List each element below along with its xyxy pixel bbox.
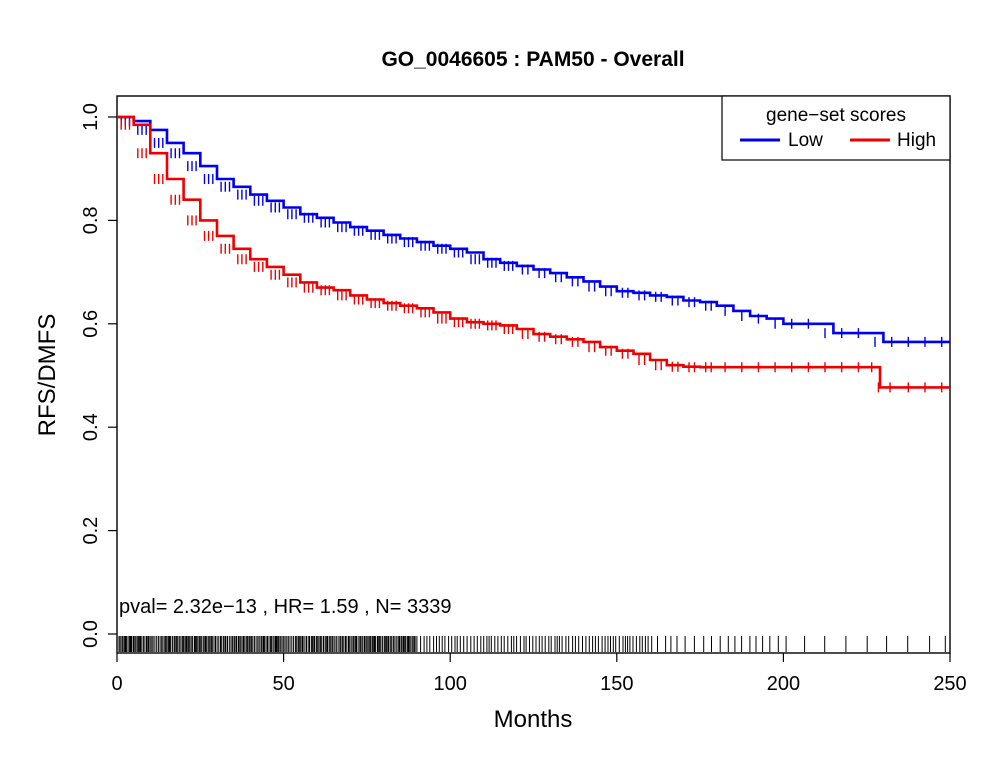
censor-rug-ticks — [118, 636, 946, 652]
x-tick-label: 50 — [272, 673, 294, 695]
y-axis-title: RFS/DMFS — [34, 314, 61, 437]
censor-rug — [118, 636, 946, 652]
censor-marks-high — [120, 119, 943, 393]
y-tick-label: 0.2 — [80, 517, 102, 545]
plot-frame — [116, 95, 951, 654]
legend: gene−set scores Low High — [721, 95, 951, 161]
chart-title: GO_0046605 : PAM50 - Overall — [381, 48, 684, 71]
legend-label-high: High — [897, 130, 936, 151]
y-tick-label: 0.0 — [80, 620, 102, 648]
y-tick-label: 0.8 — [80, 206, 102, 234]
survival-curve-low — [117, 115, 950, 344]
legend-label-low: Low — [788, 130, 823, 151]
x-axis-title: Months — [494, 706, 573, 733]
x-tick-label: 0 — [111, 673, 122, 695]
x-tick-label: 100 — [434, 673, 467, 695]
stats-annotation: pval= 2.32e−13 , HR= 1.59 , N= 3339 — [119, 596, 451, 618]
series-layer — [117, 115, 950, 393]
y-tick-label: 1.0 — [80, 103, 102, 131]
x-tick-label: 250 — [933, 673, 966, 695]
legend-title: gene−set scores — [766, 105, 906, 126]
legend-box — [721, 95, 951, 161]
y-tick-label: 0.4 — [80, 413, 102, 441]
y-tick-label: 0.6 — [80, 310, 102, 338]
x-tick-label: 200 — [767, 673, 800, 695]
x-tick-label: 150 — [600, 673, 633, 695]
series-high — [117, 115, 950, 393]
x-axis: 0 50 100 150 200 250 — [111, 653, 967, 695]
y-axis: 0.0 0.2 0.4 0.6 0.8 1.0 — [80, 103, 117, 648]
